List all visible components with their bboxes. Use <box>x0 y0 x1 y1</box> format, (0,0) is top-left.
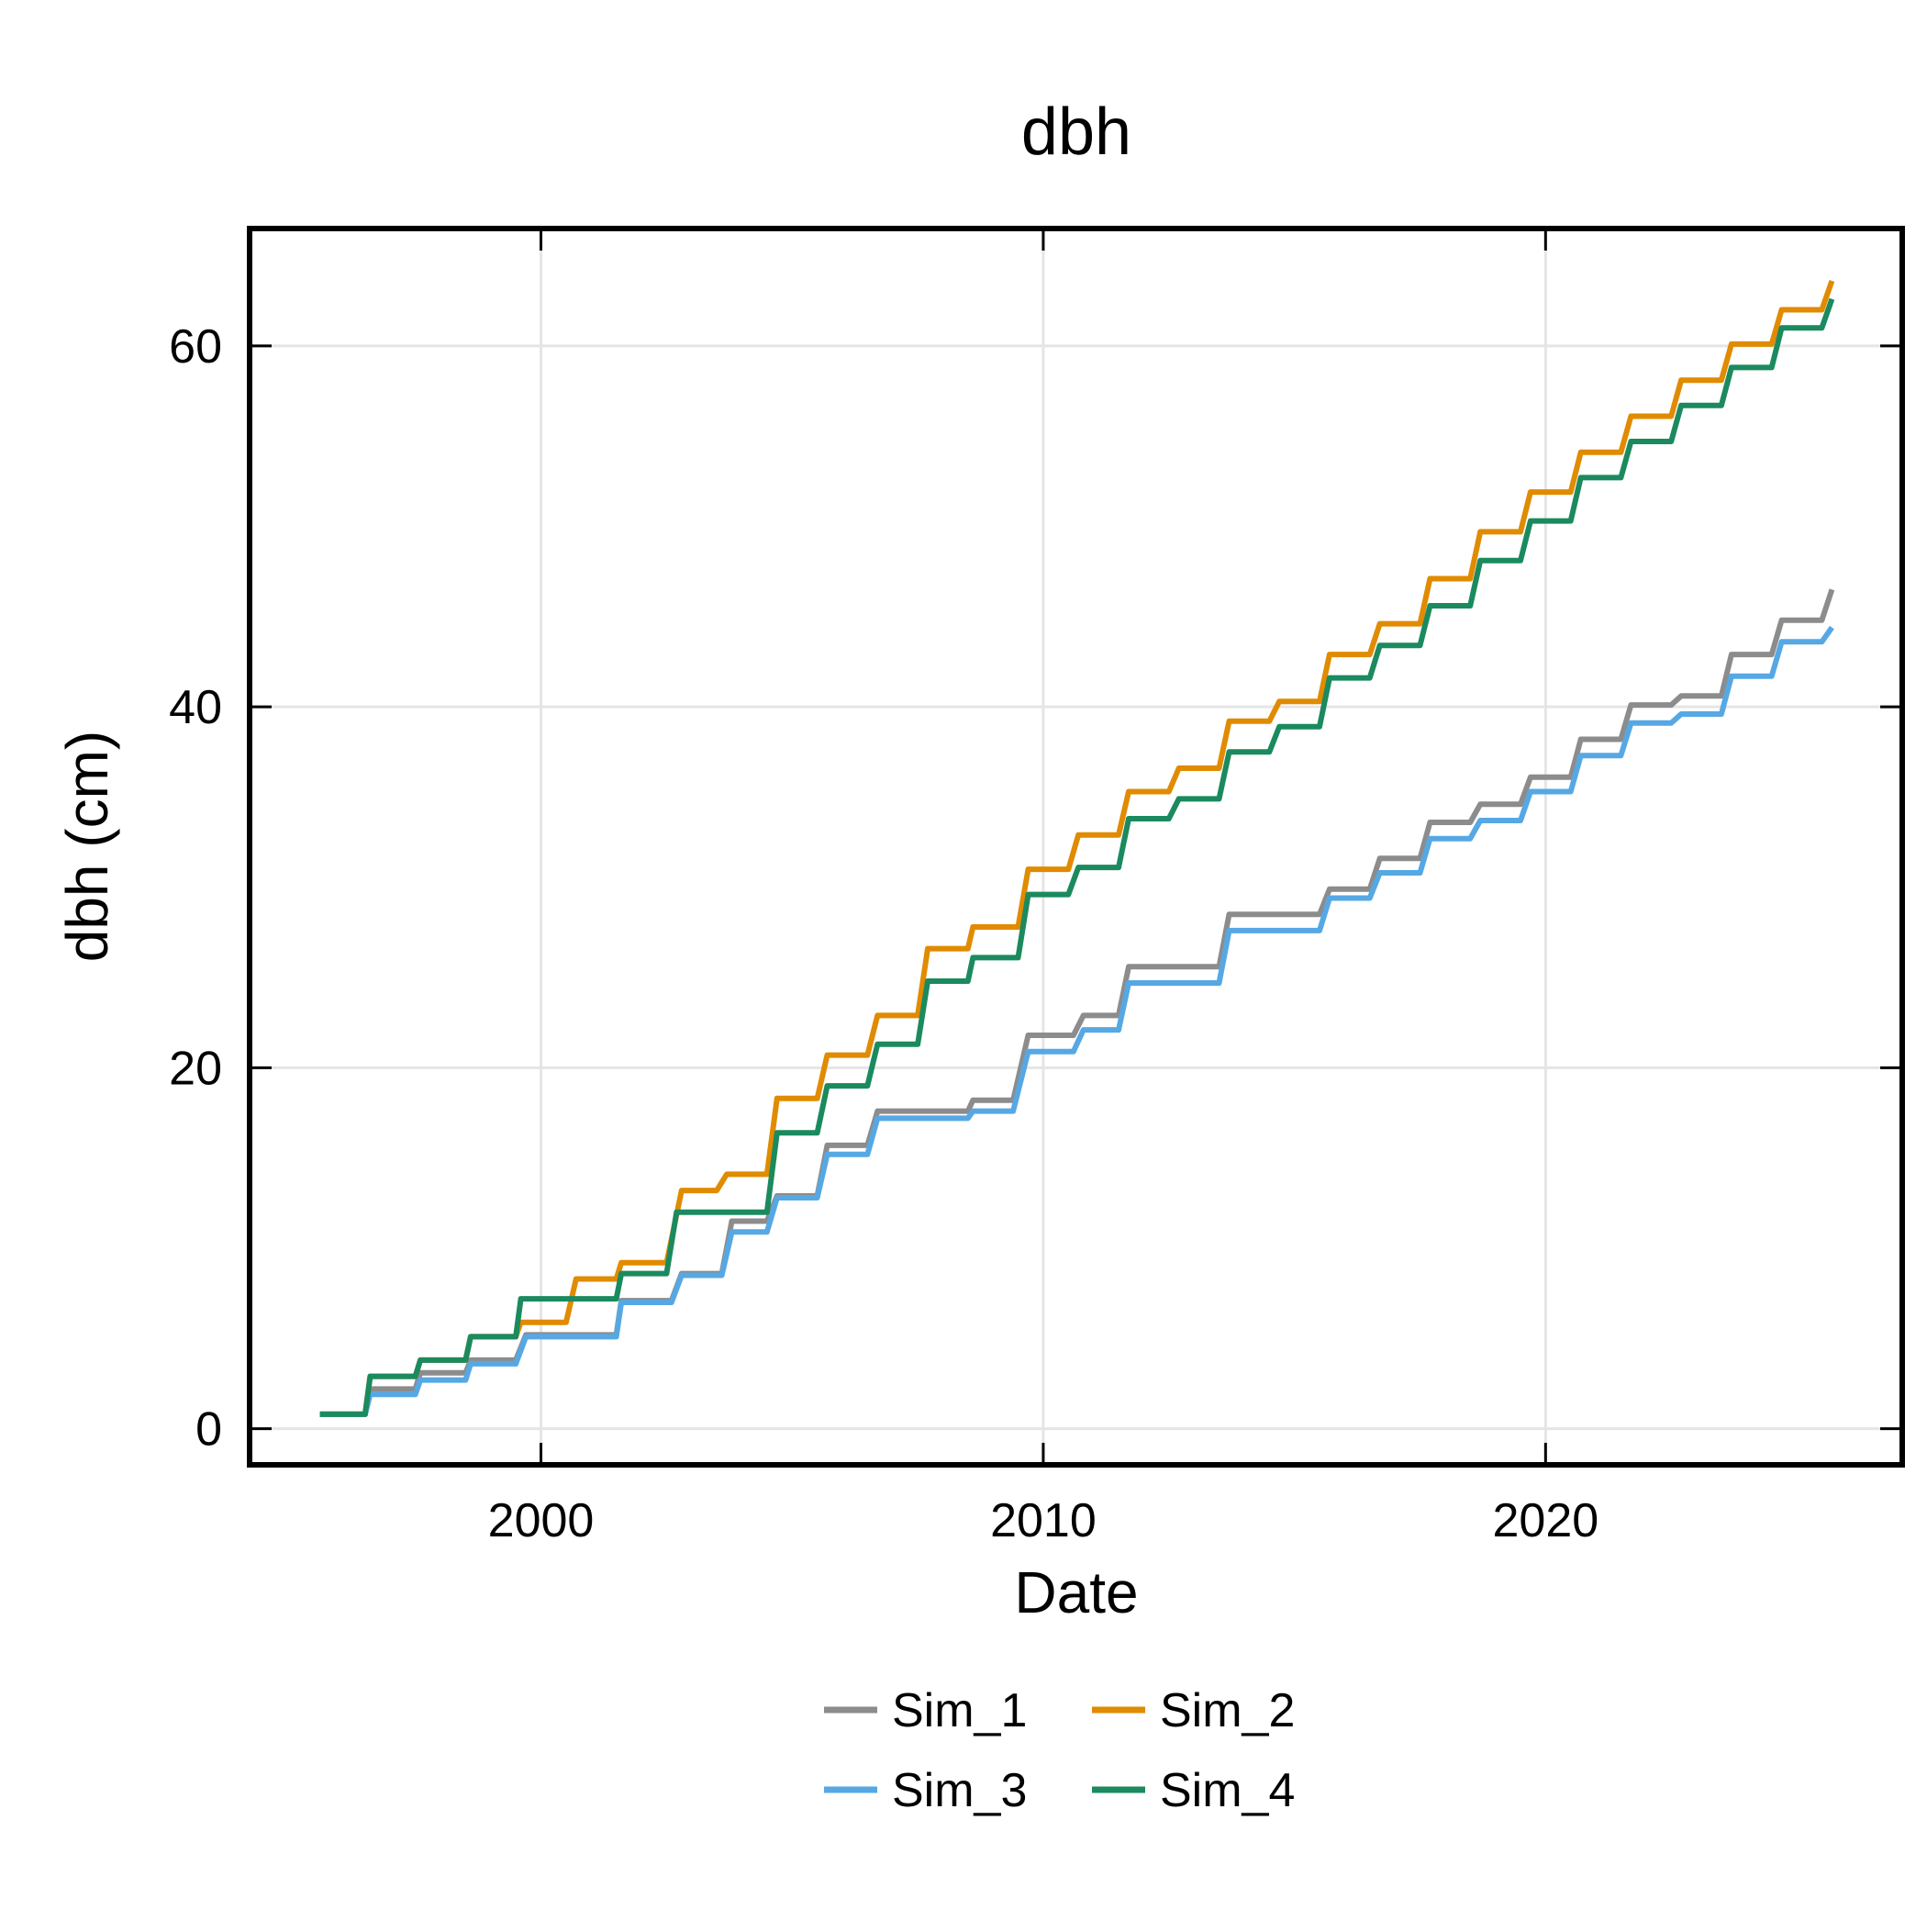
series-line-sim-1 <box>319 588 1835 1417</box>
axis-ticks: 2000 2010 2020 0 20 40 60 <box>169 229 1902 1547</box>
series-line-sim-3 <box>319 625 1834 1417</box>
y-tick-label: 60 <box>169 320 222 374</box>
legend-label: Sim_4 <box>1160 1764 1295 1817</box>
series-line-sim-2 <box>319 280 1835 1417</box>
legend-label: Sim_1 <box>892 1684 1027 1737</box>
x-tick-label: 2010 <box>990 1494 1097 1547</box>
y-axis-title: dbh (cm) <box>54 731 120 963</box>
x-tick-label: 2000 <box>488 1494 595 1547</box>
y-tick-label: 40 <box>169 681 222 734</box>
legend-label: Sim_2 <box>1160 1684 1295 1737</box>
y-tick-label: 20 <box>169 1042 222 1095</box>
legend-label: Sim_3 <box>892 1764 1027 1817</box>
x-tick-label: 2020 <box>1492 1494 1598 1547</box>
chart-title: dbh <box>1021 95 1131 169</box>
y-tick-label: 0 <box>195 1403 222 1457</box>
x-axis-title: Date <box>1014 1559 1138 1625</box>
series-line-sim-4 <box>319 297 1835 1417</box>
legend: Sim_1 Sim_2 Sim_3 Sim_4 <box>824 1684 1295 1817</box>
gridlines <box>250 229 1902 1465</box>
series-lines <box>319 280 1835 1417</box>
plot-frame <box>247 226 1905 1468</box>
